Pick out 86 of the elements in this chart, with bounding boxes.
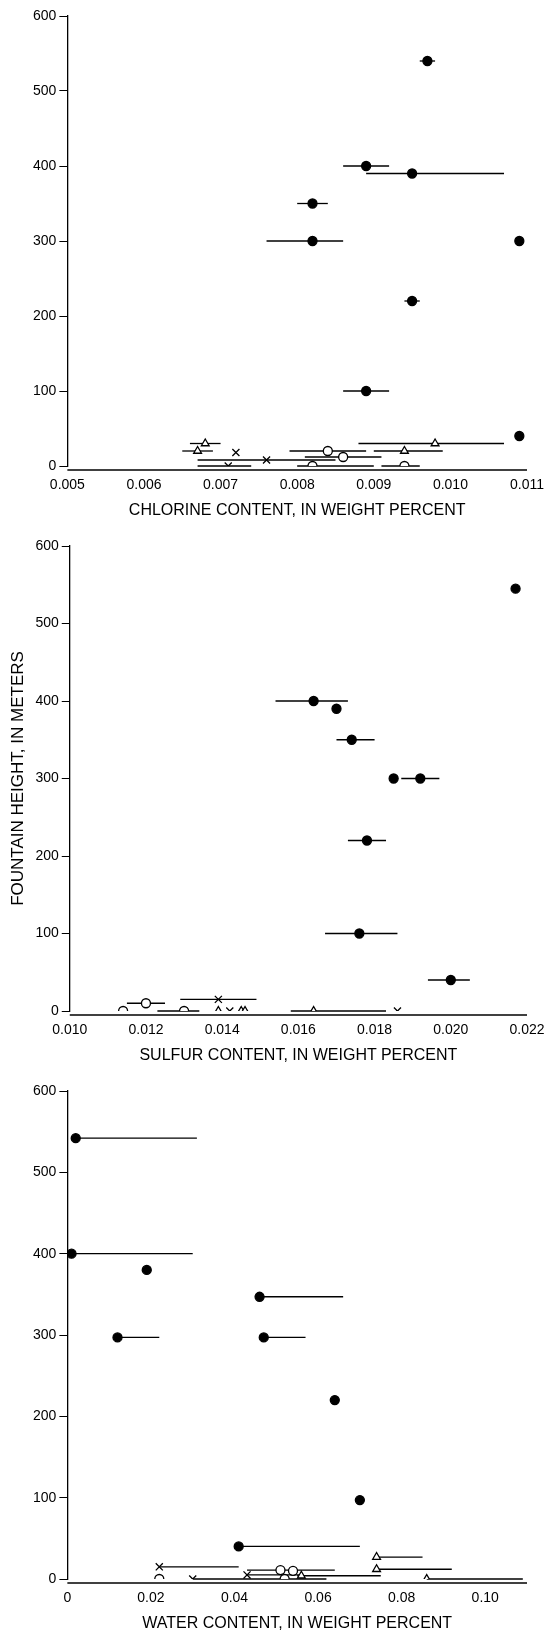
y-tick-label: 100 bbox=[35, 924, 59, 941]
point bbox=[399, 445, 409, 454]
x-tick-label: 0.014 bbox=[204, 1021, 240, 1038]
y-tick-label: 100 bbox=[33, 1488, 57, 1505]
x-tick-label: 0.04 bbox=[220, 1589, 249, 1606]
point bbox=[372, 1564, 382, 1573]
x-tick-label: 0.018 bbox=[357, 1021, 393, 1038]
point bbox=[155, 1562, 164, 1571]
point bbox=[514, 235, 525, 247]
y-axis-title: FOUNTAIN HEIGHT, IN METERS bbox=[7, 651, 27, 906]
y-tick-label: 300 bbox=[33, 1325, 57, 1342]
point bbox=[258, 1332, 269, 1343]
point bbox=[193, 445, 203, 454]
y-tick-label: 500 bbox=[33, 81, 57, 98]
y-tick-label: 400 bbox=[33, 1244, 57, 1261]
y-tick-label: 400 bbox=[35, 691, 59, 708]
y-tick-label: 600 bbox=[33, 6, 57, 23]
x-tick-label: 0.012 bbox=[128, 1021, 164, 1038]
x-tick-label: 0.006 bbox=[126, 476, 162, 493]
x-tick-label: 0.011 bbox=[510, 476, 545, 493]
point bbox=[70, 1133, 81, 1144]
x-tick-label: 0 bbox=[63, 1589, 72, 1606]
y-tick-label: 600 bbox=[33, 1081, 57, 1098]
point bbox=[308, 695, 319, 707]
point bbox=[254, 1291, 265, 1302]
point bbox=[231, 448, 241, 457]
x-tick-label: 0.010 bbox=[432, 476, 469, 493]
point bbox=[322, 445, 333, 457]
point bbox=[262, 455, 271, 465]
y-tick-label: 0 bbox=[48, 456, 57, 473]
x-tick-label: 0.005 bbox=[49, 476, 86, 493]
x-tick-label: 0.010 bbox=[52, 1021, 88, 1038]
point bbox=[331, 703, 342, 714]
x-tick-label: 0.10 bbox=[471, 1589, 500, 1606]
x-tick-label: 0.020 bbox=[433, 1021, 469, 1038]
x-tick-label: 0.009 bbox=[356, 476, 392, 493]
y-tick-label: 500 bbox=[35, 614, 59, 631]
y-tick-label: 0 bbox=[48, 1569, 57, 1586]
point bbox=[372, 1551, 382, 1560]
point bbox=[415, 773, 426, 784]
y-tick-label: 400 bbox=[33, 156, 57, 173]
y-tick-label: 200 bbox=[33, 306, 57, 323]
y-tick-label: 0 bbox=[50, 1001, 59, 1018]
y-tick-label: 200 bbox=[33, 1407, 57, 1424]
x-tick-label: 0.022 bbox=[509, 1021, 545, 1038]
x-tick-label: 0.008 bbox=[279, 476, 315, 493]
x-tick-label: 0.02 bbox=[137, 1589, 165, 1606]
y-tick-label: 100 bbox=[33, 381, 57, 398]
x-tick-label: 0.007 bbox=[203, 476, 239, 493]
point bbox=[422, 55, 433, 67]
point bbox=[67, 1248, 77, 1259]
point bbox=[510, 583, 521, 594]
y-tick-label: 300 bbox=[35, 769, 59, 786]
point bbox=[354, 928, 365, 939]
point bbox=[233, 1541, 244, 1552]
point bbox=[287, 1565, 299, 1577]
point bbox=[406, 168, 418, 179]
point bbox=[360, 160, 372, 172]
point bbox=[361, 835, 373, 846]
x-axis-title: CHLORINE CONTENT, IN WEIGHT PERCENT bbox=[128, 500, 466, 518]
point bbox=[360, 385, 372, 397]
x-tick-label: 0.08 bbox=[388, 1589, 416, 1606]
point bbox=[275, 1564, 286, 1576]
y-tick-label: 200 bbox=[35, 846, 59, 863]
point bbox=[307, 198, 318, 209]
point bbox=[337, 451, 349, 463]
x-axis-title: SULFUR CONTENT, IN WEIGHT PERCENT bbox=[139, 1045, 458, 1063]
point bbox=[296, 1570, 306, 1579]
x-tick-label: 0.016 bbox=[280, 1021, 317, 1038]
point bbox=[514, 430, 525, 442]
point bbox=[346, 734, 357, 745]
point bbox=[388, 773, 399, 784]
point bbox=[329, 1394, 340, 1406]
point bbox=[141, 1264, 152, 1276]
point bbox=[354, 1494, 366, 1506]
y-tick-label: 600 bbox=[35, 536, 59, 553]
y-tick-label: 300 bbox=[33, 231, 57, 248]
x-axis-title: WATER CONTENT, IN WEIGHT PERCENT bbox=[142, 1613, 453, 1631]
point bbox=[307, 235, 318, 247]
y-tick-label: 500 bbox=[33, 1163, 57, 1180]
point bbox=[406, 295, 418, 307]
point bbox=[112, 1332, 123, 1343]
point bbox=[430, 438, 440, 447]
point bbox=[242, 1570, 252, 1579]
x-tick-label: 0.06 bbox=[304, 1589, 332, 1606]
point bbox=[200, 438, 210, 447]
